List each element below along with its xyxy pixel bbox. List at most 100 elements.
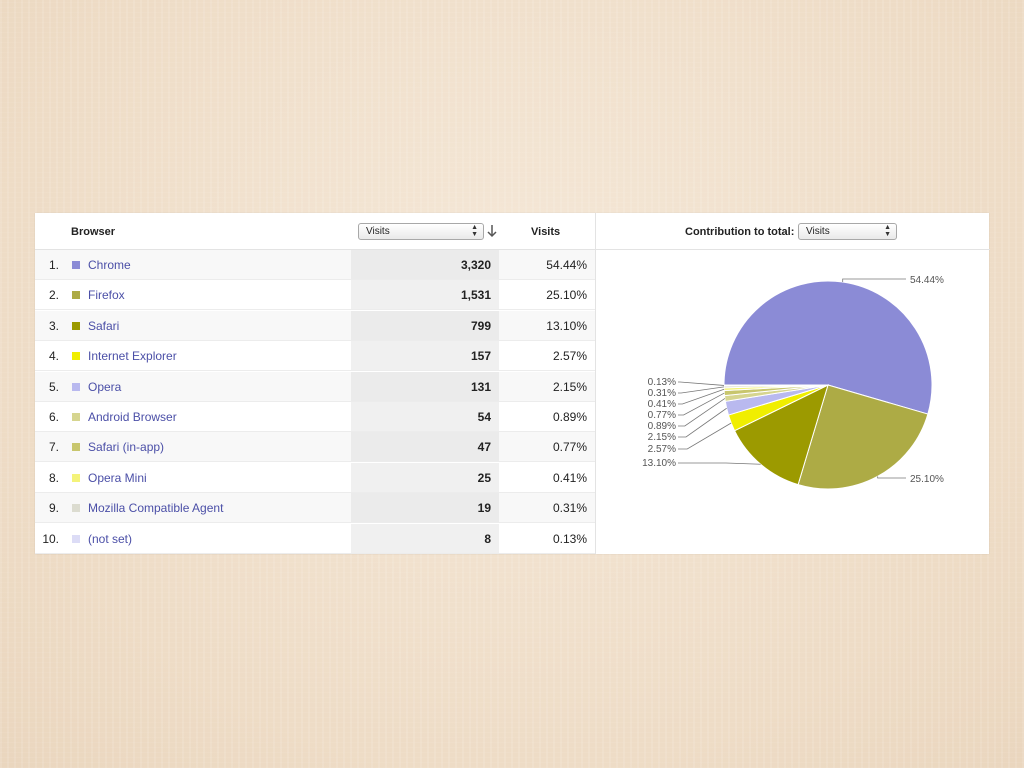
row-color-swatch: [72, 382, 80, 391]
visits-cell: 1,531: [351, 280, 499, 310]
visits-percent: 54.44%: [546, 258, 587, 272]
contribution-select[interactable]: Visits ▲ ▼: [798, 223, 897, 240]
contribution-panel: Contribution to total: Visits ▲ ▼ 54.44% 2…: [595, 213, 990, 554]
row-rank: 7.: [48, 440, 59, 455]
pie-slice[interactable]: [797, 384, 929, 490]
row-rank: 1.: [48, 258, 59, 272]
table-row: 7. Safari (in-app) 47 0.77%: [35, 432, 595, 463]
browser-link[interactable]: Opera Mini: [88, 470, 147, 485]
pie-leader-line: [678, 381, 725, 386]
table-row: 1. Chrome 3,320 54.44%: [35, 250, 595, 280]
browser-link[interactable]: Chrome: [88, 258, 131, 272]
metric-select[interactable]: Visits ▲ ▼: [358, 223, 484, 240]
table-row: 3. Safari 799 13.10%: [35, 310, 595, 341]
visits-percent: 0.31%: [552, 501, 587, 516]
pie-label: 2.15%: [648, 432, 676, 443]
row-color-swatch: [72, 473, 80, 482]
pie-label: 0.41%: [648, 399, 676, 410]
pie-label: 0.77%: [648, 410, 676, 421]
visits-value: 54: [477, 410, 491, 424]
contribution-label: Contribution to total:: [685, 226, 795, 238]
visits-value: 25: [477, 470, 491, 485]
pie-leader-line: [678, 407, 727, 438]
row-rank: 4.: [48, 349, 59, 364]
pie-slice[interactable]: [733, 384, 829, 486]
visits-percent: 0.89%: [552, 410, 587, 424]
row-color-swatch: [72, 443, 80, 452]
visits-percent: 0.77%: [552, 440, 587, 455]
browser-link[interactable]: Mozilla Compatible Agent: [88, 501, 224, 516]
table-row: 9. Mozilla Compatible Agent 19 0.31%: [35, 493, 595, 524]
pie-leader-line: [678, 462, 761, 465]
visits-percent: 13.10%: [546, 318, 587, 333]
pie-leader-line: [678, 388, 725, 405]
row-color-swatch: [72, 413, 80, 421]
table-row: 4. Internet Explorer 157 2.57%: [35, 341, 595, 372]
pie-label: 54.44%: [910, 275, 944, 286]
pie-leader-line: [678, 386, 725, 394]
row-color-swatch: [72, 321, 80, 330]
table-row: 6. Android Browser 54 0.89%: [35, 402, 595, 432]
pie-leader-line: [842, 278, 906, 283]
visits-cell: 3,320: [351, 250, 499, 279]
pie-leader-line: [678, 392, 725, 416]
row-rank: 8.: [48, 470, 59, 485]
browser-link[interactable]: Internet Explorer: [88, 349, 177, 364]
visits-cell: 799: [351, 310, 499, 340]
visits-percent: 0.41%: [552, 470, 587, 485]
visits-percent: 2.57%: [552, 349, 587, 364]
visits-cell: 157: [351, 341, 499, 371]
arrow-down-icon[interactable]: [486, 223, 498, 239]
visits-value: 799: [470, 318, 491, 333]
contribution-select-value: Visits: [806, 226, 830, 237]
pie-chart: 54.44%25.10%13.10%2.57%2.15%0.89%0.77%0.…: [642, 275, 944, 490]
visits-value: 19: [477, 501, 491, 516]
browser-link[interactable]: Android Browser: [88, 410, 177, 424]
browser-table: Browser Visits ▲ ▼ Visits 1. Chrome 3,320 54…: [35, 213, 595, 554]
pie-label: 0.31%: [648, 388, 676, 399]
visits-cell: 19: [351, 493, 499, 523]
visits-cell: 8: [351, 523, 499, 553]
row-rank: 5.: [48, 379, 59, 394]
pie-leader-line: [877, 476, 906, 479]
browser-link[interactable]: Firefox: [88, 288, 125, 303]
up-down-arrows-icon: ▲ ▼: [884, 224, 891, 238]
pie-label: 2.57%: [648, 444, 676, 455]
visits-cell: 25: [351, 462, 499, 492]
visits-percent: 25.10%: [546, 288, 587, 303]
visits-value: 8: [484, 531, 491, 546]
browser-link[interactable]: (not set): [88, 531, 133, 546]
table-header: Browser Visits ▲ ▼ Visits: [35, 213, 595, 250]
row-rank: 2.: [48, 288, 59, 303]
row-color-swatch: [72, 504, 80, 513]
browser-link[interactable]: Opera: [88, 379, 122, 394]
pie-label: 13.10%: [642, 458, 676, 469]
row-rank: 6.: [48, 410, 59, 424]
browser-link[interactable]: Safari: [88, 318, 120, 333]
table-row: 10. (not set) 8 0.13%: [35, 523, 595, 554]
up-down-arrows-icon: ▲ ▼: [471, 224, 478, 238]
visits-cell: 47: [351, 432, 499, 462]
row-color-swatch: [72, 534, 80, 543]
row-rank: 10.: [42, 531, 59, 546]
visits-value: 131: [470, 379, 491, 394]
pie-leader-line: [678, 422, 732, 450]
pie-label: 0.89%: [648, 421, 676, 432]
pie-label: 25.10%: [910, 474, 944, 485]
visits-cell: 54: [351, 402, 499, 431]
analytics-panel: Browser Visits ▲ ▼ Visits 1. Chrome 3,320 54…: [35, 213, 990, 554]
visits-percent: 2.15%: [552, 379, 587, 394]
table-row: 2. Firefox 1,531 25.10%: [35, 280, 595, 311]
row-color-swatch: [72, 291, 80, 300]
row-rank: 9.: [48, 501, 59, 516]
visits-value: 157: [470, 349, 491, 364]
visits-value: 47: [477, 440, 491, 455]
visits-cell: 131: [351, 371, 499, 401]
visits-column-header[interactable]: Visits: [531, 226, 561, 238]
browser-column-header[interactable]: Browser: [71, 226, 116, 238]
row-rank: 3.: [48, 318, 59, 333]
row-color-swatch: [72, 352, 80, 361]
row-color-swatch: [72, 261, 80, 269]
contribution-header: Contribution to total: Visits ▲ ▼: [596, 213, 990, 250]
browser-link[interactable]: Safari (in-app): [88, 440, 165, 455]
